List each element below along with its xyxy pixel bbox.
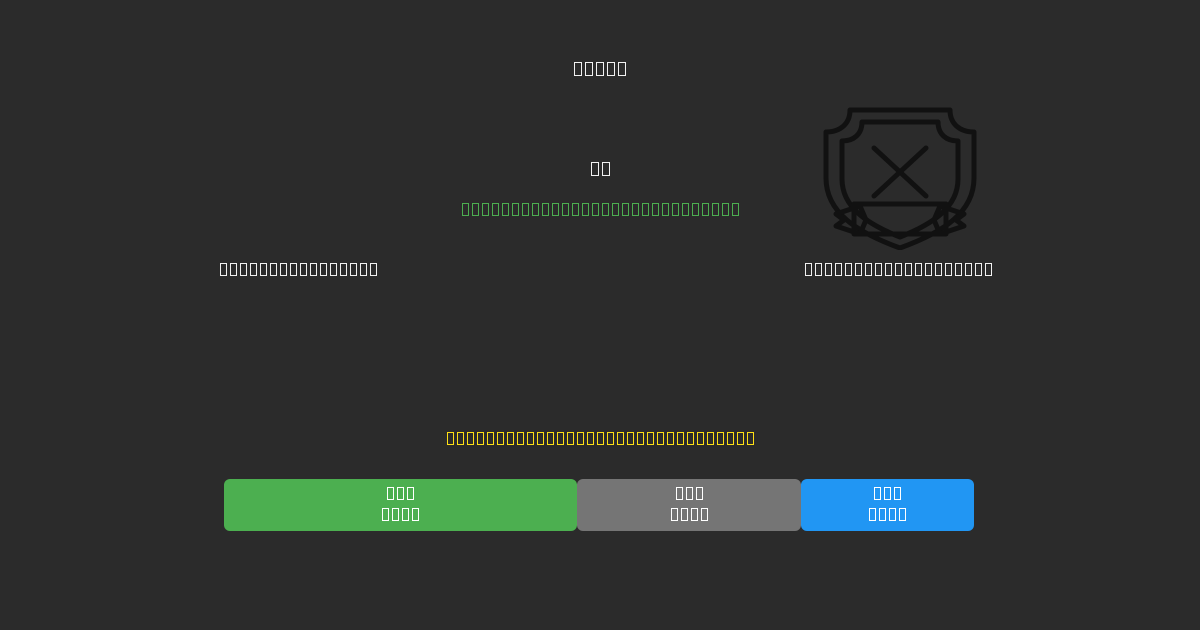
dialog-subtitle-text [461, 203, 739, 216]
caption-right-text [805, 263, 992, 276]
primary-button-label-line2 [869, 507, 906, 521]
confirm-button[interactable] [224, 479, 577, 531]
neutral-button[interactable] [577, 479, 801, 531]
confirm-button-label-line1 [387, 487, 414, 501]
neutral-button-label-line1 [675, 487, 703, 501]
dialog-heading-text [590, 162, 610, 176]
primary-button[interactable] [801, 479, 974, 531]
dialog-subtitle [0, 203, 1200, 221]
primary-button-label-line1 [874, 487, 901, 501]
dialog-heading [0, 162, 1200, 181]
confirm-button-label-line2 [382, 507, 419, 521]
caption-right [805, 263, 992, 281]
page-title [0, 62, 1200, 81]
caption-left-text [220, 263, 377, 276]
dialog-button-bar [224, 479, 974, 531]
shield-x-badge-icon [812, 98, 988, 250]
page-title-text [574, 62, 626, 76]
neutral-button-label-line2 [670, 507, 708, 521]
caption-left [220, 263, 377, 281]
warning-notice [0, 432, 1200, 450]
warning-notice-text [446, 432, 754, 445]
